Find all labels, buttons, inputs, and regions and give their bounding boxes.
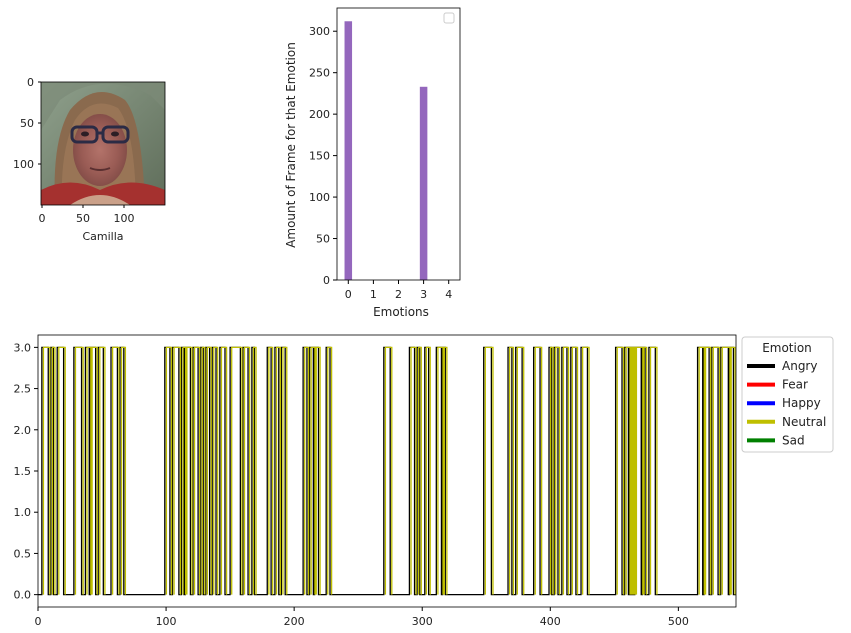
face-image-frame [40,81,166,206]
face-photo [41,82,165,205]
timeline-y-axis: 0.0 0.5 1.0 1.5 2.0 2.5 3.0 [14,341,38,602]
timeline-y-tick-label: 1.0 [14,506,32,519]
emotion-timeline-chart: 0.0 0.5 1.0 1.5 2.0 2.5 3.0 0 100 200 300 400 500 E… [14,334,834,628]
bar-marks [344,21,428,281]
bar-x-tick-label: 2 [395,288,402,301]
bar-y-tick-label: 100 [309,191,330,204]
emotion-bar-chart: 0 50 100 150 200 250 300 0 1 2 3 4 Emotions Amount… [284,7,461,319]
timeline-y-tick-label: 0.0 [14,589,32,602]
timeline-series [38,346,736,596]
timeline-x-axis: 0 100 200 300 400 500 [35,607,689,628]
bar-y-tick-label: 150 [309,150,330,163]
bar-x-tick-label: 4 [445,288,452,301]
timeline-y-tick-label: 1.5 [14,465,32,478]
bar-y-tick-label: 200 [309,108,330,121]
face-x-tick-label: 100 [114,212,135,225]
bar-emotion-3 [419,86,428,280]
face-x-tick-label: 0 [39,212,46,225]
timeline-legend: Emotion Angry Fear Happy Neutral Sad [741,336,834,453]
bar-y-tick-label: 50 [316,233,330,246]
bar-y-axis-label: Amount of Frame for that Emotion [284,42,298,248]
bar-x-axis-label: Emotions [373,305,429,319]
bar-emotion-0 [344,21,353,281]
legend-label-sad: Sad [782,433,805,447]
legend-items: Angry Fear Happy Neutral Sad [747,359,826,447]
bar-y-tick-label: 0 [323,274,330,287]
face-y-tick-label: 50 [20,117,34,130]
face-y-axis: 0 50 100 [13,76,41,171]
timeline-x-tick-label: 400 [540,615,561,628]
legend-label-angry: Angry [782,359,817,373]
bar-chart-frame [336,7,461,281]
legend-label-happy: Happy [782,396,821,410]
timeline-x-tick-label: 300 [412,615,433,628]
timeline-y-tick-label: 2.0 [14,424,32,437]
timeline-x-tick-label: 500 [668,615,689,628]
bar-y-axis: 0 50 100 150 200 250 300 [309,25,337,287]
timeline-x-tick-label: 200 [284,615,305,628]
bar-x-tick-label: 0 [345,288,352,301]
face-image-panel: 0 50 100 0 50 100 Camilla [13,76,166,243]
bar-y-tick-label: 300 [309,25,330,38]
legend-label-fear: Fear [782,378,808,392]
legend-title: Emotion [762,341,812,355]
face-y-tick-label: 100 [13,158,34,171]
timeline-x-tick-label: 0 [35,615,42,628]
bar-x-tick-label: 1 [370,288,377,301]
face-y-tick-label: 0 [27,76,34,89]
timeline-y-tick-label: 0.5 [14,547,32,560]
face-x-axis: 0 50 100 [39,205,135,225]
bar-x-tick-label: 3 [420,288,427,301]
empty-legend-box [443,12,455,24]
bar-y-tick-label: 250 [309,67,330,80]
timeline-y-tick-label: 2.5 [14,383,32,396]
timeline-y-tick-label: 3.0 [14,341,32,354]
face-subject-name: Camilla [82,230,123,243]
timeline-x-tick-label: 100 [156,615,177,628]
face-x-tick-label: 50 [76,212,90,225]
bar-x-axis: 0 1 2 3 4 [345,280,452,301]
legend-label-neutral: Neutral [782,415,826,429]
series-neutral-line [42,346,736,595]
